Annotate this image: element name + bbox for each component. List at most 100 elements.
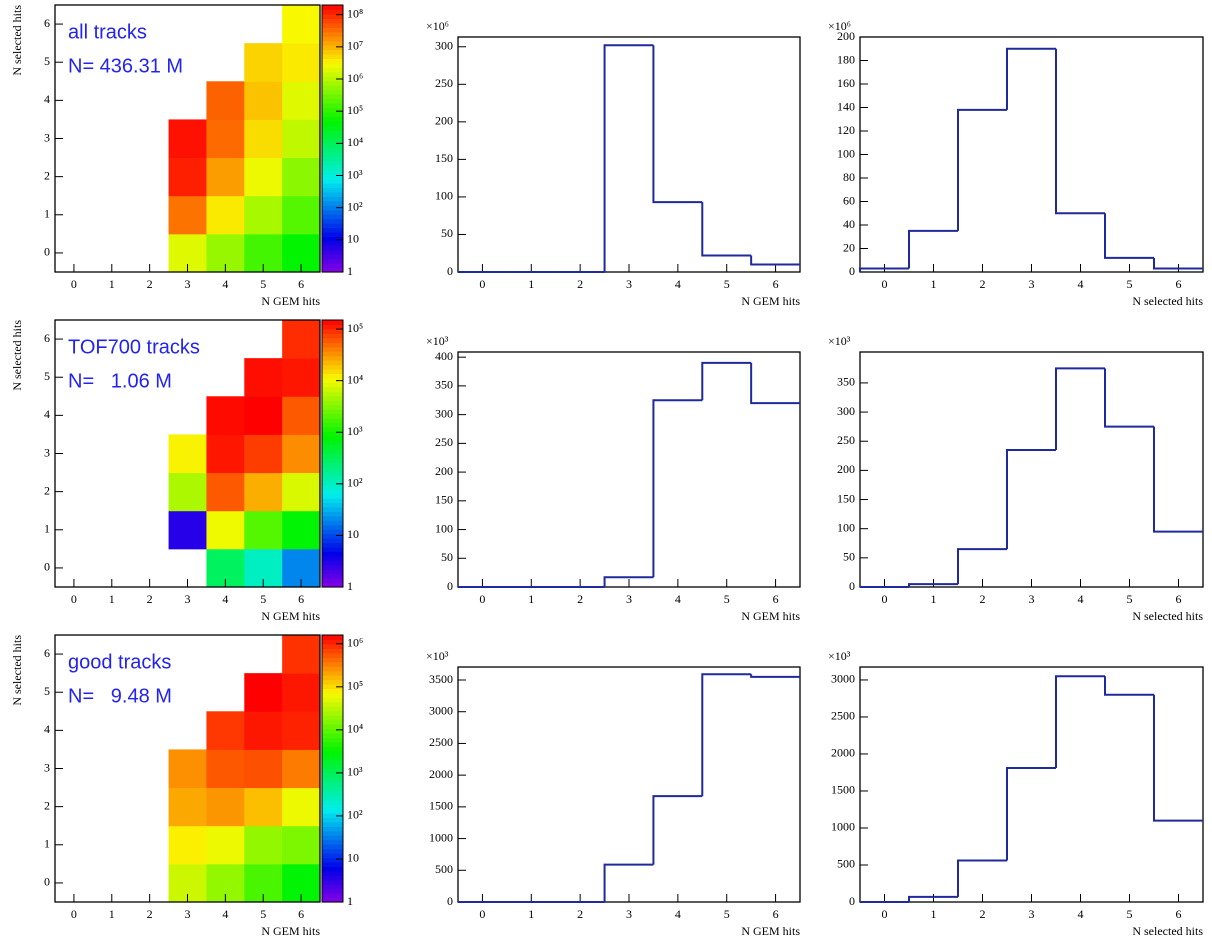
colorbar-step bbox=[322, 107, 343, 113]
colorbar-step bbox=[322, 732, 343, 738]
histogram-bin bbox=[1153, 426, 1203, 533]
colorbar-step bbox=[322, 498, 343, 504]
x-tick-label: 6 bbox=[298, 907, 304, 921]
y-tick-label: 2 bbox=[44, 168, 50, 182]
colorbar-step bbox=[322, 759, 343, 765]
histogram-bin bbox=[957, 548, 1007, 585]
x-tick-label: 2 bbox=[980, 277, 986, 291]
histogram-bin bbox=[1153, 257, 1203, 270]
colorbar-step bbox=[322, 844, 343, 850]
heatmap-cell bbox=[244, 673, 283, 712]
x-tick-label: 0 bbox=[479, 592, 485, 606]
colorbar-step bbox=[322, 333, 343, 339]
colorbar-step bbox=[322, 701, 343, 707]
colorbar-tick-label: 1 bbox=[347, 894, 353, 908]
colorbar-step bbox=[322, 351, 343, 357]
colorbar-step bbox=[322, 62, 343, 68]
histogram-bin bbox=[1006, 47, 1056, 110]
colorbar-step bbox=[322, 214, 343, 220]
x-tick-label: 5 bbox=[724, 277, 730, 291]
colorbar-step bbox=[322, 457, 343, 463]
colorbar-step bbox=[322, 564, 343, 570]
colorbar-tick-label: 10⁴ bbox=[347, 135, 363, 149]
y-tick-label: 300 bbox=[435, 39, 453, 53]
colorbar-frame bbox=[321, 634, 344, 903]
heatmap-cell bbox=[206, 825, 245, 865]
colorbar-step bbox=[322, 76, 343, 82]
histogram-bin bbox=[957, 108, 1007, 231]
x-axis-label: N GEM hits bbox=[741, 609, 800, 623]
x-tick-label: 3 bbox=[626, 907, 632, 921]
y-tick-label: 300 bbox=[837, 404, 855, 418]
histogram-bin bbox=[701, 673, 752, 797]
colorbar-step bbox=[322, 151, 343, 157]
y-tick-label: 3000 bbox=[831, 672, 855, 686]
heatmap-cell bbox=[168, 825, 207, 865]
colorbar-step bbox=[322, 196, 343, 202]
histogram-bin bbox=[701, 202, 752, 257]
x-axis-label: N selected hits bbox=[1132, 924, 1203, 938]
x-tick-label: 6 bbox=[1176, 907, 1182, 921]
y-tick-label: 1500 bbox=[831, 783, 855, 797]
histogram-bin bbox=[1153, 694, 1203, 822]
heatmap-cell bbox=[206, 119, 245, 159]
heatmap-cell bbox=[206, 434, 245, 474]
colorbar-step bbox=[322, 218, 343, 224]
plot-frame bbox=[859, 666, 1204, 903]
histogram-bin bbox=[750, 362, 800, 405]
x-tick-label: 0 bbox=[479, 277, 485, 291]
colorbar-step bbox=[322, 511, 343, 517]
annotation: good tracks bbox=[68, 651, 171, 673]
colorbar-step bbox=[322, 697, 343, 703]
x-tick-label: 0 bbox=[882, 277, 888, 291]
annotation: TOF700 tracks bbox=[68, 336, 200, 358]
colorbar-step bbox=[322, 715, 343, 721]
y-tick-label: 3 bbox=[44, 130, 50, 144]
colorbar-tick-label: 10 bbox=[347, 851, 359, 865]
heatmap-cell bbox=[244, 472, 283, 512]
y-tick-label: 20 bbox=[843, 240, 855, 254]
y-tick-label: 0 bbox=[447, 894, 453, 908]
colorbar-step bbox=[322, 94, 343, 100]
colorbar-step bbox=[322, 746, 343, 752]
colorbar-step bbox=[322, 790, 343, 796]
y-tick-label: 140 bbox=[837, 99, 855, 113]
histogram-bin bbox=[750, 255, 800, 266]
y-tick-label: 3500 bbox=[429, 672, 453, 686]
colorbar-tick-label: 10⁷ bbox=[347, 39, 363, 53]
colorbar-step bbox=[322, 426, 343, 432]
heatmap-cell bbox=[168, 434, 207, 474]
colorbar-step bbox=[322, 804, 343, 810]
plot-frame bbox=[457, 36, 801, 273]
colorbar-step bbox=[322, 830, 343, 836]
heatmap-cell bbox=[282, 396, 321, 435]
colorbar-step bbox=[322, 49, 343, 55]
x-tick-label: 1 bbox=[109, 277, 115, 291]
y-tick-label: 0 bbox=[44, 875, 50, 889]
x-tick-label: 1 bbox=[109, 592, 115, 606]
colorbar-step bbox=[322, 417, 343, 423]
colorbar-step bbox=[322, 422, 343, 428]
histogram-bin bbox=[1006, 448, 1056, 550]
x-tick-label: 4 bbox=[675, 592, 681, 606]
colorbar-step bbox=[322, 129, 343, 135]
colorbar-step bbox=[322, 328, 343, 334]
y-tick-label: 60 bbox=[843, 193, 855, 207]
y-axis-label: N selected hits bbox=[10, 5, 24, 76]
colorbar-step bbox=[322, 223, 343, 229]
heatmap-cell bbox=[282, 43, 321, 82]
colorbar-step bbox=[322, 520, 343, 526]
colorbar-step bbox=[322, 382, 343, 388]
colorbar-step bbox=[322, 355, 343, 361]
colorbar-step bbox=[322, 781, 343, 787]
colorbar-step bbox=[322, 18, 343, 24]
heatmap-cell bbox=[282, 749, 321, 789]
x-axis-label: N GEM hits bbox=[261, 924, 320, 938]
heatmap-cell bbox=[244, 396, 283, 435]
y-tick-label: 200 bbox=[435, 114, 453, 128]
colorbar-step bbox=[322, 683, 343, 689]
y-tick-label: 150 bbox=[837, 491, 855, 505]
y-tick-label: 0 bbox=[447, 264, 453, 278]
colorbar-step bbox=[322, 187, 343, 193]
y-tick-label: 6 bbox=[44, 646, 50, 660]
